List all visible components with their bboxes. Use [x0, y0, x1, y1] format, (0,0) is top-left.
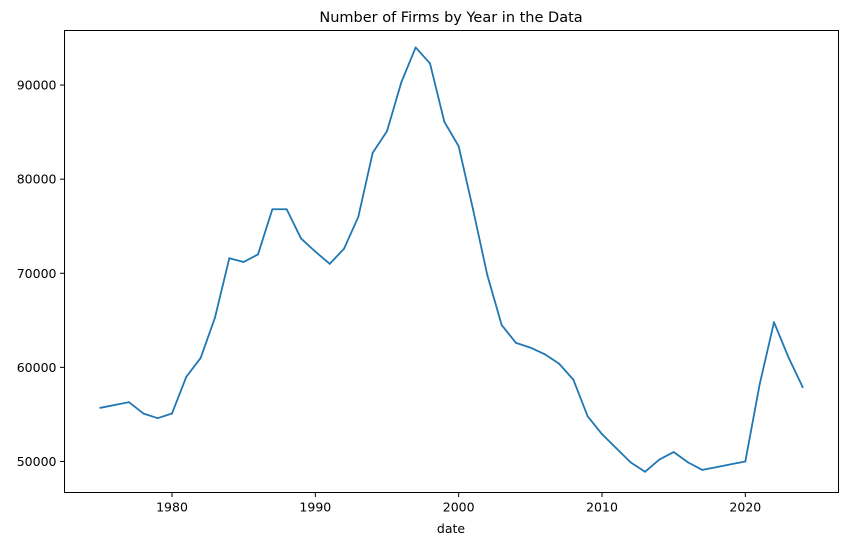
data-point: [715, 466, 718, 468]
data-point: [99, 406, 102, 409]
x-axis-label: date: [437, 521, 465, 536]
data-point: [586, 415, 589, 418]
data-point: [400, 81, 403, 84]
data-point: [386, 130, 388, 133]
data-point: [271, 208, 274, 211]
data-point: [644, 470, 646, 473]
y-tick-label: 60000: [17, 360, 57, 375]
data-point: [486, 274, 489, 277]
data-point: [128, 401, 130, 404]
data-point: [529, 346, 532, 349]
plot-frame: [64, 30, 839, 493]
data-point: [758, 383, 761, 386]
data-point: [300, 237, 302, 240]
data-point: [500, 324, 503, 326]
data-point: [142, 412, 145, 415]
y-axis: 50000 60000 70000 80000 90000: [17, 78, 65, 469]
x-tick-label: 2010: [586, 500, 618, 515]
data-point: [285, 208, 288, 211]
data-point: [214, 316, 216, 319]
chart-title: Number of Firms by Year in the Data: [319, 10, 582, 26]
series-line-0: [99, 46, 804, 473]
data-point: [787, 356, 790, 358]
y-tick-label: 90000: [17, 78, 57, 93]
x-tick-label: 2020: [729, 500, 761, 515]
data-point: [343, 247, 345, 250]
x-axis: 1980 1990 2000 2010 2020: [156, 492, 761, 515]
data-point: [572, 378, 575, 381]
data-point: [328, 262, 331, 265]
data-point: [314, 250, 317, 253]
y-tick-label: 70000: [17, 266, 57, 281]
data-point: [472, 208, 474, 211]
data-point: [257, 253, 259, 256]
data-point: [658, 458, 661, 461]
y-tick-label: 50000: [17, 454, 57, 469]
data-point: [730, 463, 732, 466]
series-layer: [99, 46, 804, 473]
data-point: [773, 321, 775, 324]
data-point: [357, 215, 360, 218]
data-point: [457, 145, 460, 148]
data-point: [515, 341, 517, 344]
x-tick-label: 1980: [156, 500, 188, 515]
data-point: [199, 357, 202, 359]
data-point: [701, 469, 704, 471]
x-tick-label: 2000: [443, 500, 475, 515]
data-point: [228, 257, 231, 260]
data-point: [672, 451, 675, 453]
data-point: [801, 386, 804, 389]
data-point: [171, 412, 173, 415]
data-point: [242, 261, 245, 263]
data-point: [558, 362, 560, 365]
data-point: [443, 120, 446, 123]
data-point: [615, 447, 618, 450]
data-point: [629, 461, 632, 464]
y-tick-label: 80000: [17, 172, 57, 187]
data-point: [113, 404, 116, 406]
data-point: [371, 151, 374, 154]
data-point: [543, 353, 546, 356]
data-point: [185, 375, 188, 378]
x-tick-label: 1990: [299, 500, 331, 515]
data-point: [429, 62, 431, 65]
data-point: [687, 461, 689, 464]
data-point: [601, 433, 603, 436]
data-point: [414, 46, 417, 49]
data-point: [744, 460, 747, 463]
data-point: [156, 417, 159, 420]
